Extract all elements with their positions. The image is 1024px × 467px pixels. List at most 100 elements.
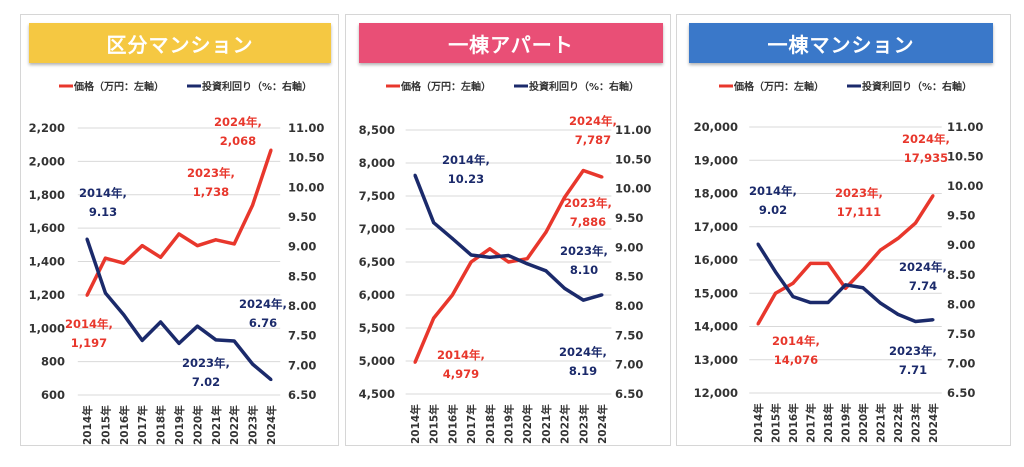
annotation-year: 2014年, <box>65 317 113 331</box>
price-data-point <box>432 316 436 320</box>
left-axis-tick-label: 12,000 <box>694 386 738 400</box>
annotation-year: 2014年, <box>79 186 127 200</box>
x-axis-tick-label: 2023年 <box>577 404 590 444</box>
left-axis-tick-label: 17,000 <box>694 220 738 234</box>
left-axis-tick-label: 7,500 <box>359 189 395 203</box>
x-axis-tick-label: 2022年 <box>228 405 241 445</box>
chart-title: 一棟マンション <box>689 23 993 63</box>
left-axis-tick-label: 1,200 <box>29 288 65 302</box>
line-chart: 価格（万円：左軸） 投資利回り（%：右軸） 2,200 2,000 1,800 1,600… <box>29 80 325 445</box>
x-axis-tick-label: 2019年 <box>840 403 853 443</box>
price-data-point <box>159 255 163 259</box>
x-axis-tick-label: 2016年 <box>118 405 131 445</box>
chart-panel: 区分マンション 価格（万円：左軸） 投資利回り（%：右軸） 2,200 2,000 1,8… <box>20 14 339 446</box>
left-axis-tick-label: 600 <box>41 388 65 402</box>
yield-data-point <box>85 237 89 241</box>
chart-panel: 一棟マンション価格（万円：左軸） 投資利回り（%：右軸） 20,000 19,000 1… <box>676 14 1011 446</box>
x-axis-tick-label: 2015年 <box>770 403 783 443</box>
x-axis-tick-label: 2021年 <box>540 404 553 444</box>
price-data-point <box>544 230 548 234</box>
annotation-year: 2023年, <box>889 344 937 358</box>
yield-data-point <box>809 301 812 305</box>
price-data-point <box>488 247 492 251</box>
right-axis-tick-label: 8.00 <box>288 299 316 313</box>
right-axis-tick-label: 6.50 <box>947 386 975 400</box>
annotation-year: 2024年, <box>239 297 287 311</box>
right-axis-tick-label: 6.50 <box>615 387 643 401</box>
price-data-point <box>269 148 273 152</box>
annotation-year: 2014年, <box>442 153 490 167</box>
annotation-year: 2023年, <box>835 186 883 200</box>
price-data-point <box>214 238 218 242</box>
price-data-point <box>774 291 777 295</box>
right-axis-tick-label: 10.50 <box>288 151 324 165</box>
right-axis-tick-label: 6.50 <box>288 388 316 402</box>
legend-label-yield: 投資利回り（%：右軸） <box>202 80 312 93</box>
right-axis-tick-label: 9.50 <box>288 210 316 224</box>
annotation-value: 9.13 <box>89 205 117 219</box>
annotation-value: 7,886 <box>570 215 606 229</box>
price-data-point <box>195 244 199 248</box>
left-axis-tick-label: 2,000 <box>29 154 65 168</box>
annotation-year: 2014年, <box>772 334 820 348</box>
right-axis-tick-label: 9.00 <box>947 238 975 252</box>
left-axis-tick-label: 7,000 <box>359 222 395 236</box>
x-axis-tick-label: 2015年 <box>99 405 112 445</box>
annotation-value: 17,935 <box>904 151 948 165</box>
annotation-value: 2,068 <box>220 134 256 148</box>
right-axis-tick-label: 9.00 <box>288 240 316 254</box>
price-data-point <box>232 242 236 246</box>
yield-data-point <box>914 319 917 323</box>
yield-data-point <box>826 301 830 305</box>
annotation-year: 2024年, <box>559 345 607 359</box>
yield-data-point <box>195 324 199 328</box>
right-axis-tick-label: 11.00 <box>615 123 651 137</box>
chart-title: 区分マンション <box>29 23 331 63</box>
right-axis-tick-label: 10.00 <box>288 180 324 194</box>
price-data-point <box>756 322 760 326</box>
price-data-point <box>931 194 935 198</box>
left-axis-tick-label: 8,000 <box>359 156 395 170</box>
left-axis-tick-label: 2,200 <box>29 121 65 135</box>
annotation-value: 7.02 <box>192 375 220 389</box>
left-axis-tick-label: 15,000 <box>694 286 738 300</box>
yield-data-point <box>844 283 847 287</box>
annotation-year: 2014年, <box>749 184 797 198</box>
x-axis-tick-label: 2023年 <box>910 403 923 443</box>
yield-data-point <box>525 262 529 266</box>
price-data-point <box>809 261 812 265</box>
annotation-value: 8.10 <box>570 263 598 277</box>
yield-data-point <box>432 221 436 225</box>
annotation-value: 6.76 <box>249 316 277 330</box>
yield-data-point <box>507 254 510 258</box>
price-data-point <box>469 260 473 264</box>
left-axis-tick-label: 16,000 <box>694 253 738 267</box>
annotation-value: 14,076 <box>774 353 818 367</box>
annotation-year: 2024年, <box>899 260 947 274</box>
right-axis-tick-label: 7.00 <box>615 358 643 372</box>
chart-title: 一棟アパート <box>359 23 663 63</box>
right-axis-tick-label: 9.50 <box>947 209 975 223</box>
price-data-point <box>85 293 89 297</box>
price-data-point <box>177 232 181 236</box>
x-axis-tick-label: 2016年 <box>446 404 459 444</box>
legend-label-price: 価格（万円：左軸） <box>733 80 824 93</box>
annotation-year: 2024年, <box>902 132 950 146</box>
right-axis-tick-label: 10.00 <box>947 179 983 193</box>
legend-label-price: 価格（万円：左軸） <box>400 80 491 93</box>
x-axis-tick-label: 2024年 <box>265 405 278 445</box>
left-axis-tick-label: 19,000 <box>694 153 738 167</box>
right-axis-tick-label: 7.00 <box>288 358 316 372</box>
annotation-year: 2023年, <box>182 356 230 370</box>
line-chart: 価格（万円：左軸） 投資利回り（%：右軸） 20,000 19,000 18,000 17… <box>694 80 984 443</box>
yield-data-point <box>756 242 760 246</box>
x-axis-tick-label: 2021年 <box>875 403 888 443</box>
yield-data-point <box>122 313 126 317</box>
price-data-point <box>450 293 454 297</box>
yield-data-point <box>251 362 255 366</box>
annotation-year: 2024年, <box>569 114 617 128</box>
x-axis-tick-label: 2014年 <box>752 403 765 443</box>
price-data-point <box>140 244 144 248</box>
annotation-value: 7,787 <box>575 133 611 147</box>
price-data-point <box>826 261 830 265</box>
